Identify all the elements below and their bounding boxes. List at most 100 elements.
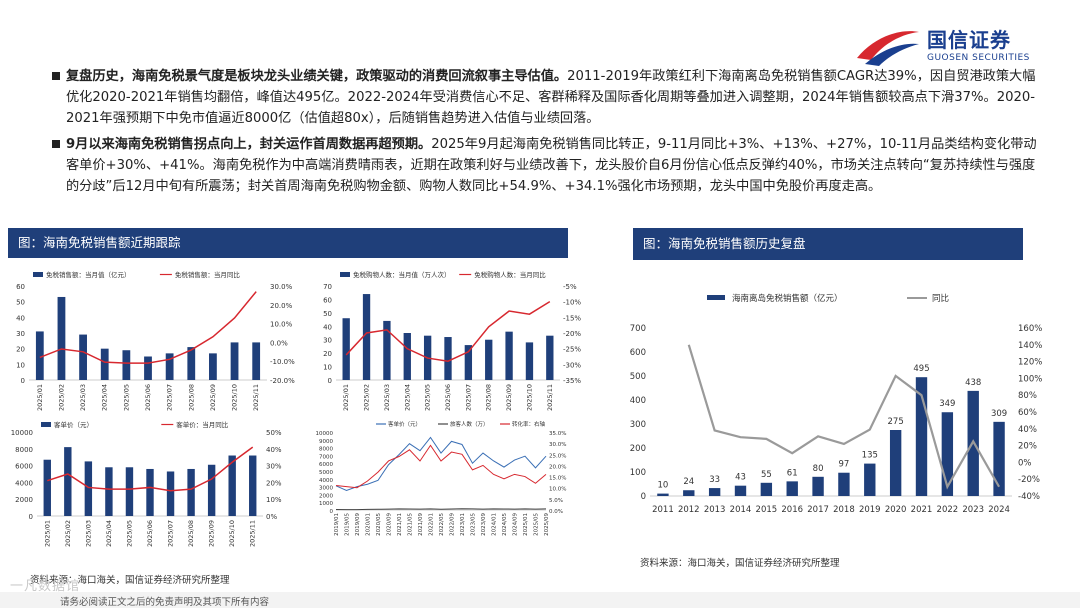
x-tick-label: 2024/05 — [502, 513, 508, 536]
x-tick-label: 2025/02 — [57, 384, 65, 411]
bar — [35, 331, 44, 380]
y-tick-left: 40 — [16, 314, 25, 322]
series-line — [687, 344, 1001, 490]
x-tick-label: 2025/06 — [146, 520, 154, 547]
x-tick-label: 2025/07 — [166, 384, 174, 411]
bar — [485, 339, 493, 380]
data-label: 55 — [761, 470, 772, 480]
x-tick-label: 2014 — [730, 505, 752, 515]
watermark: 一凡数据馆 — [10, 579, 81, 594]
y-tick-left: 1000 — [319, 501, 333, 507]
y-tick-right: 40% — [1018, 425, 1037, 435]
data-label: 97 — [839, 460, 850, 470]
series-line — [335, 444, 547, 489]
bar — [230, 342, 239, 380]
y-tick-right: 100% — [1018, 374, 1042, 384]
y-tick-left: 2000 — [319, 493, 333, 499]
legend-label: 免税销售额：当月同比 — [175, 270, 241, 279]
y-tick-right: -30% — [563, 361, 581, 369]
chart-ticket: 0 2000 4000 6000 8000 10000 0% 10% 20% 30% 40% 50% 客… — [11, 420, 282, 547]
bar — [122, 350, 131, 380]
legend-label: 免税购物人数：当月值（万人次） — [353, 270, 451, 279]
bar — [683, 490, 695, 496]
x-tick-label: 2025/06 — [444, 384, 452, 411]
y-tick-right: 25.0% — [549, 453, 566, 459]
x-tick-label: 2017 — [807, 505, 829, 515]
y-tick-left: 400 — [630, 396, 646, 406]
bar — [941, 412, 954, 496]
x-tick-label: 2025/09 — [209, 384, 217, 411]
y-tick-right: 15.0% — [549, 476, 566, 482]
x-tick-label: 2020/09 — [387, 513, 393, 536]
x-tick-label: 2021 — [911, 505, 933, 515]
footer-bar — [0, 592, 1080, 608]
x-tick-label: 2020/05 — [376, 513, 382, 536]
data-label: 61 — [787, 468, 798, 478]
bar — [252, 342, 261, 380]
legend-label: 旅客人数（万） — [450, 420, 489, 428]
y-tick-left: 3000 — [319, 486, 333, 492]
y-tick-right: 30% — [266, 463, 282, 471]
y-tick-right: 20.0% — [270, 302, 293, 310]
y-tick-left: 30 — [16, 330, 25, 338]
chart-shoppers: 0 10 20 30 40 50 60 70 -35% -30% -25% -20% -15% -10% -… — [323, 270, 581, 411]
x-tick-label: 2023 — [962, 505, 984, 515]
legend-label: 同比 — [932, 293, 949, 304]
y-tick-left: 60 — [323, 296, 332, 304]
x-tick-label: 2021/01 — [397, 513, 403, 536]
data-label: 43 — [735, 473, 746, 483]
y-tick-right: 35.0% — [549, 431, 566, 437]
x-tick-label: 2025/10 — [228, 520, 236, 547]
y-tick-right: 5.0% — [549, 498, 563, 504]
data-label: 309 — [991, 409, 1007, 419]
legend-label: 客单价（元） — [54, 420, 93, 429]
y-tick-left: 60 — [16, 283, 25, 291]
x-tick-label: 2025/11 — [252, 384, 260, 411]
y-tick-left: 6000 — [319, 462, 333, 468]
y-tick-right: 30.0% — [270, 283, 293, 291]
bar — [125, 467, 134, 516]
y-tick-left: 100 — [630, 468, 646, 478]
logo-name-cn: 国信证券 — [927, 28, 1011, 52]
y-tick-left: 500 — [630, 372, 646, 382]
y-tick-right: 120% — [1018, 358, 1042, 368]
bar — [144, 356, 152, 380]
guosen-logo: 国信证券 GUOSEN SECURITIES — [855, 22, 1055, 70]
bar — [207, 464, 216, 516]
left-source: 资料来源：海口海关，国信证券经济研究所整理 — [30, 575, 230, 586]
y-tick-right: 20% — [1018, 442, 1037, 452]
chart-history: 0 100 200 300 400 500 600 700 -40% -20% 0% 20% 40% 60… — [630, 293, 1043, 515]
bar — [166, 471, 175, 516]
y-tick-right: 20% — [266, 479, 282, 487]
bar — [812, 476, 824, 496]
x-tick-label: 2019/09 — [355, 513, 361, 536]
y-tick-right: 0.0% — [270, 339, 288, 347]
bar — [146, 468, 154, 516]
series-line — [345, 301, 551, 362]
x-tick-label: 2025/08 — [187, 520, 195, 547]
x-tick-label: 2021/05 — [408, 513, 414, 536]
y-tick-left: 6000 — [15, 463, 33, 471]
x-tick-label: 2025/07 — [464, 384, 472, 411]
bar — [889, 430, 902, 496]
x-tick-label: 2025/01 — [342, 384, 350, 411]
y-tick-left: 2000 — [15, 496, 33, 504]
y-tick-left: 0 — [330, 509, 334, 515]
bar — [43, 459, 51, 516]
y-tick-right: 0% — [266, 513, 277, 521]
legend-swatch-bar — [707, 295, 725, 300]
data-label: 24 — [683, 477, 694, 487]
data-label: 495 — [913, 364, 929, 374]
x-tick-label: 2024/01 — [492, 513, 498, 536]
x-tick-label: 2025/10 — [525, 384, 533, 411]
x-tick-label: 2025/08 — [187, 384, 195, 411]
x-tick-label: 2025/05 — [122, 384, 130, 411]
x-tick-label: 2025/05 — [424, 384, 432, 411]
x-tick-label: 2025/02 — [64, 520, 72, 547]
y-tick-right: 0% — [1018, 458, 1032, 468]
bar — [786, 481, 798, 496]
data-label: 438 — [965, 378, 981, 388]
y-tick-left: 0 — [328, 377, 332, 385]
bar — [403, 333, 411, 380]
bar — [657, 493, 669, 496]
